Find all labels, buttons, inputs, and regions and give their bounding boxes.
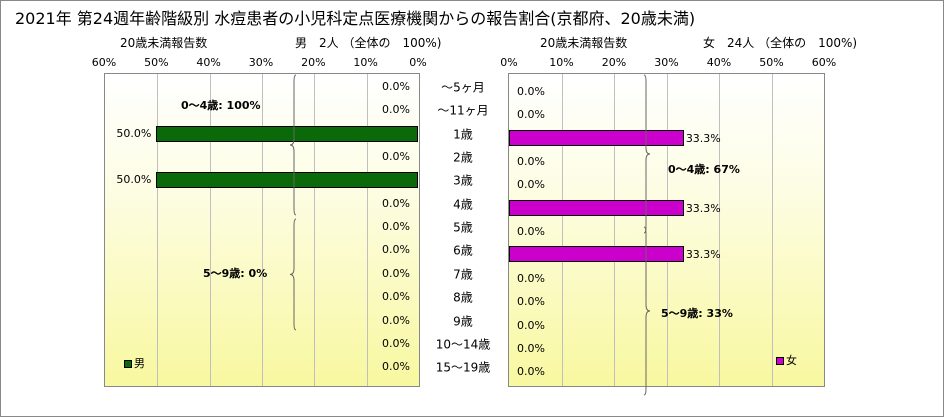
female-data-label: 0.0% <box>517 271 545 285</box>
male-axis-tick-label: 0% <box>409 56 427 69</box>
chart-title: 2021年 第24週年齢階級別 水痘患者の小児科定点医療機関からの報告割合(京都… <box>15 9 696 28</box>
male-data-label: 0.0% <box>382 220 410 234</box>
female-header-label: 20歳未満報告数 <box>540 36 628 50</box>
male-data-label: 50.0% <box>116 173 152 187</box>
female-brace-0-4 <box>643 74 651 234</box>
male-data-label: 0.0% <box>382 290 410 304</box>
female-data-label: 33.3% <box>685 248 721 262</box>
category-label: 8歳 <box>453 290 473 305</box>
female-legend-swatch <box>776 357 784 365</box>
male-group-label: 5～9歳: 0% <box>203 267 268 280</box>
category-label: 1歳 <box>453 127 473 142</box>
female-axis-tick-label: 0% <box>500 56 518 69</box>
male-gridline <box>157 74 159 386</box>
male-brace-0-4 <box>289 74 297 216</box>
female-axis-tick-label: 20% <box>601 56 627 69</box>
category-label: 15～19歳 <box>435 360 491 375</box>
female-bar <box>509 129 684 146</box>
male-data-label: 0.0% <box>382 266 410 280</box>
male-axis-tick-label: 20% <box>301 56 326 69</box>
male-axis-tick-label: 30% <box>248 56 274 69</box>
female-gridline <box>719 74 720 386</box>
male-bar <box>156 172 418 189</box>
male-axis-tick-label: 50% <box>144 56 169 69</box>
female-gridline <box>771 74 773 386</box>
male-data-label: 0.0% <box>382 80 410 93</box>
category-label: 7歳 <box>453 267 473 282</box>
male-plot-area <box>104 73 420 387</box>
female-header-summary: 女 24人 （全体の 100%) <box>703 36 858 50</box>
female-data-label: 0.0% <box>517 178 545 192</box>
category-label: 9歳 <box>453 314 473 328</box>
female-axis-tick-label: 30% <box>654 56 679 69</box>
female-data-label: 0.0% <box>517 365 545 379</box>
female-axis-tick-label: 60% <box>811 56 837 69</box>
male-gridline <box>314 74 316 386</box>
category-label: 4歳 <box>453 197 473 212</box>
female-data-label: 0.0% <box>517 108 545 122</box>
female-data-label: 33.3% <box>685 201 721 215</box>
female-data-label: 0.0% <box>517 155 545 169</box>
female-group-label: 5～9歳: 33% <box>661 307 733 320</box>
male-axis-tick-label: 40% <box>196 56 221 69</box>
female-legend-label: 女 <box>786 354 797 367</box>
female-axis-tick-label: 40% <box>706 56 732 69</box>
female-gridline <box>561 74 563 386</box>
category-label: ～11ヶ月 <box>437 103 489 118</box>
female-data-label: 0.0% <box>517 318 545 332</box>
category-label: 2歳 <box>453 150 473 165</box>
female-axis-tick-label: 10% <box>549 56 574 69</box>
female-gridline <box>666 74 668 386</box>
category-label: 10～14歳 <box>435 337 491 352</box>
female-bar <box>509 246 684 263</box>
female-data-label: 0.0% <box>517 225 545 239</box>
male-legend: 男 <box>124 355 145 371</box>
female-data-label: 33.3% <box>685 131 721 145</box>
female-brace-5-9 <box>643 226 651 396</box>
category-label: 6歳 <box>453 243 473 258</box>
male-axis-tick-label: 10% <box>353 56 378 69</box>
female-group-label: 0～4歳: 67% <box>668 163 740 176</box>
male-data-label: 0.0% <box>382 103 410 117</box>
male-legend-label: 男 <box>134 357 145 370</box>
male-gridline <box>209 74 211 386</box>
female-plot-area <box>508 73 825 387</box>
male-data-label: 50.0% <box>116 126 152 140</box>
male-data-label: 0.0% <box>382 150 410 164</box>
category-label: 5歳 <box>453 220 473 235</box>
male-brace-5-9 <box>289 218 297 331</box>
female-data-label: 0.0% <box>517 85 545 98</box>
female-gridline <box>614 74 615 386</box>
male-bar <box>156 125 418 142</box>
female-axis-tick-label: 50% <box>759 56 784 69</box>
male-gridline <box>366 74 368 386</box>
male-gridline <box>262 74 263 386</box>
male-axis-tick-label: 60% <box>91 56 117 69</box>
female-legend: 女 <box>776 352 797 368</box>
male-data-label: 0.0% <box>382 313 410 327</box>
male-group-label: 0～4歳: 100% <box>181 99 261 112</box>
male-data-label: 0.0% <box>382 336 410 350</box>
male-header-summary: 男 2人 （全体の 100%) <box>295 36 442 50</box>
male-header-label: 20歳未満報告数 <box>120 36 208 50</box>
male-legend-swatch <box>124 360 132 368</box>
male-data-label: 0.0% <box>382 196 410 210</box>
category-label: ～5ヶ月 <box>441 80 485 95</box>
male-data-label: 0.0% <box>382 243 410 257</box>
female-data-label: 0.0% <box>517 341 545 355</box>
category-label: 3歳 <box>453 173 473 188</box>
male-data-label: 0.0% <box>382 360 410 374</box>
female-data-label: 0.0% <box>517 295 545 309</box>
female-bar <box>509 199 684 216</box>
